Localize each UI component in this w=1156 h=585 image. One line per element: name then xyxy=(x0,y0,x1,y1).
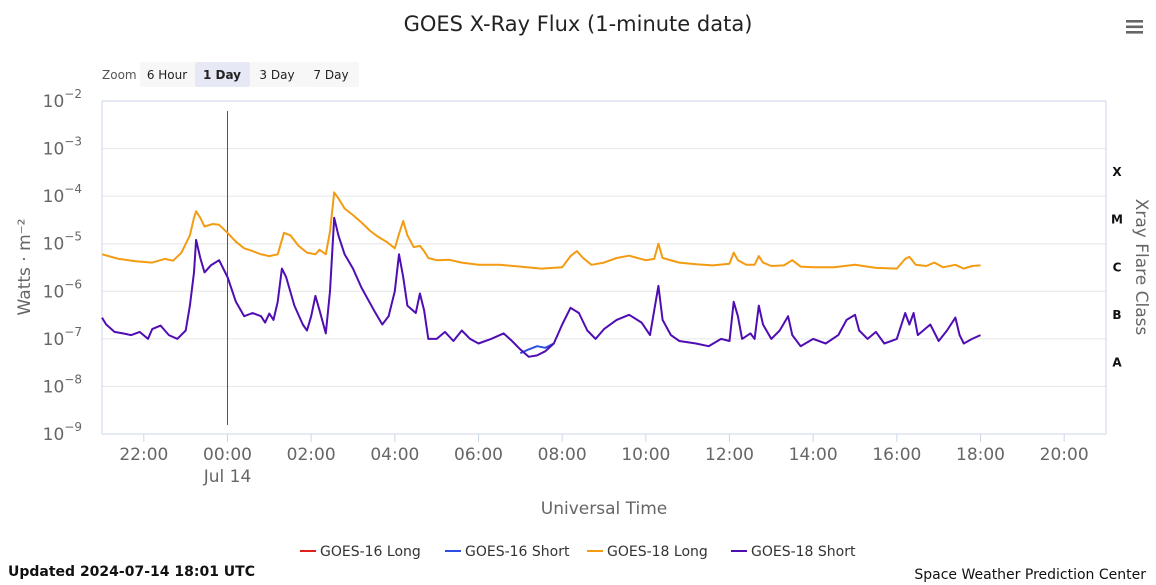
hamburger-menu-icon[interactable] xyxy=(1120,15,1150,39)
zoom-7-day-label: 7 Day xyxy=(313,68,348,82)
flare-class-x-label: X xyxy=(1112,165,1122,179)
y-axis-title: Watts · m⁻² xyxy=(15,219,35,316)
gridlines xyxy=(102,148,1106,387)
flare-class-m-label: M xyxy=(1111,213,1123,227)
x-tick-label: 16:00 xyxy=(872,445,921,465)
zoom-label: Zoom xyxy=(102,68,137,82)
series-line-goes-18-long[interactable] xyxy=(101,191,981,270)
x-tick-label: 18:00 xyxy=(956,445,1005,465)
flare-class-c-label: C xyxy=(1113,260,1122,274)
series-lines xyxy=(101,191,981,358)
y-tick-label: 10−7 xyxy=(43,325,82,350)
y-tick-label: 10−2 xyxy=(43,87,82,112)
x-date-label: Jul 14 xyxy=(203,467,252,487)
x-axis-title: Universal Time xyxy=(541,499,667,519)
x-tick-label: 04:00 xyxy=(370,445,419,465)
chart-title: GOES X-Ray Flux (1-minute data) xyxy=(404,12,753,36)
y-tick-label: 10−4 xyxy=(43,182,82,207)
x-tick-label: 00:00 xyxy=(203,445,252,465)
y-tick-label: 10−3 xyxy=(43,135,82,160)
zoom-6-hour-label: 6 Hour xyxy=(147,68,187,82)
zoom-3-day-button[interactable]: 3 Day xyxy=(250,62,304,87)
x-tick-label: 10:00 xyxy=(621,445,670,465)
x-tick-label: 08:00 xyxy=(538,445,587,465)
legend-item-goes-18-long[interactable]: GOES-18 Long xyxy=(587,544,708,560)
zoom-3-day-label: 3 Day xyxy=(259,68,294,82)
legend: GOES-16 Long GOES-16 Short GOES-18 Long GOE… xyxy=(300,544,856,560)
legend-item-goes-18-short[interactable]: GOES-18 Short xyxy=(731,544,856,560)
legend-label: GOES-16 Long xyxy=(320,544,421,560)
x-tick-label: 02:00 xyxy=(287,445,336,465)
flare-class-a-label: A xyxy=(1112,355,1122,369)
legend-item-goes-16-short[interactable]: GOES-16 Short xyxy=(445,544,570,560)
legend-label: GOES-18 Short xyxy=(751,544,856,560)
y-tick-label: 10−8 xyxy=(43,372,82,397)
updated-timestamp: Updated 2024-07-14 18:01 UTC xyxy=(8,564,255,580)
zoom-6-hour-button[interactable]: 6 Hour xyxy=(140,62,195,87)
y-tick-label: 10−5 xyxy=(43,230,82,255)
flare-class-labels: X M C B A xyxy=(1111,165,1123,369)
y2-axis-title: Xray Flare Class xyxy=(1131,199,1151,336)
credit-text: Space Weather Prediction Center xyxy=(914,567,1146,583)
legend-item-goes-16-long[interactable]: GOES-16 Long xyxy=(300,544,421,560)
legend-label: GOES-16 Short xyxy=(465,544,570,560)
flare-class-b-label: B xyxy=(1112,308,1121,322)
y-tick-label: 10−6 xyxy=(43,277,82,302)
series-line-goes-18-short[interactable] xyxy=(101,216,981,358)
series-line-goes-16-short[interactable] xyxy=(519,342,555,355)
x-tick-label: 22:00 xyxy=(119,445,168,465)
y-tick-label: 10−9 xyxy=(43,420,82,445)
x-tick-label: 14:00 xyxy=(789,445,838,465)
x-tick-label: 20:00 xyxy=(1040,445,1089,465)
legend-label: GOES-18 Long xyxy=(607,544,708,560)
x-tick-label: 06:00 xyxy=(454,445,503,465)
x-tick-label: 12:00 xyxy=(705,445,754,465)
zoom-1-day-button[interactable]: 1 Day xyxy=(195,62,250,87)
zoom-1-day-label: 1 Day xyxy=(203,68,241,82)
y-axis-ticks: 10−2 10−3 10−4 10−5 10−6 10−7 10−8 10−9 xyxy=(43,87,82,445)
zoom-7-day-button[interactable]: 7 Day xyxy=(304,62,359,87)
